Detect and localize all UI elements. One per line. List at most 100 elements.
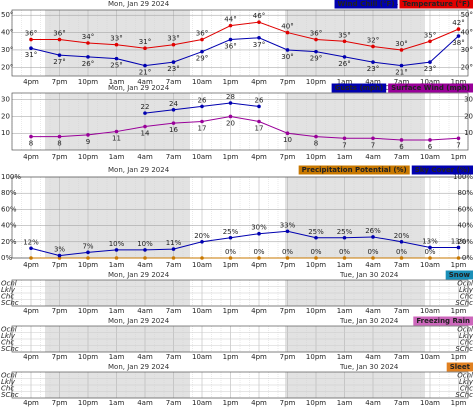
- y-tick-label-right: 10: [464, 129, 473, 137]
- data-label: 0%: [253, 248, 264, 256]
- x-tick-label: 4pm: [23, 78, 39, 86]
- data-label: 11: [112, 135, 121, 143]
- x-tick-label: 1am: [109, 353, 125, 361]
- x-tick-label: 1pm: [451, 307, 467, 315]
- y-category-label-right: SChc: [455, 345, 473, 353]
- x-tick-label: 10am: [420, 78, 440, 86]
- data-label: 23°: [424, 65, 436, 73]
- x-tick-label: 10am: [192, 261, 212, 269]
- y-category-label-right: Ocnl: [457, 325, 473, 333]
- legend-swatch: [331, 83, 387, 93]
- plot-frame: [11, 92, 469, 151]
- y-category-label-right: SChc: [455, 299, 473, 307]
- data-point: [200, 119, 204, 124]
- y-tick-label: 10: [1, 129, 10, 137]
- data-point: [171, 121, 176, 125]
- data-label: 0%: [282, 248, 293, 256]
- data-label: 0%: [367, 248, 378, 256]
- data-point: [257, 119, 261, 124]
- y-tick-label: 100%: [1, 173, 21, 181]
- data-point: [371, 136, 375, 141]
- x-tick-label: 10pm: [78, 399, 98, 407]
- y-tick-label-right: 80%: [457, 189, 473, 197]
- x-tick-label: 10pm: [306, 153, 326, 161]
- x-tick-label: 7pm: [280, 153, 296, 161]
- x-tick-label: 1am: [337, 399, 353, 407]
- data-point: [86, 256, 90, 260]
- data-point: [285, 256, 290, 260]
- data-label: 11%: [166, 239, 182, 247]
- x-tick-label: 4pm: [23, 153, 39, 161]
- data-label: 26: [255, 96, 264, 104]
- y-category-label-right: Lkly: [459, 286, 474, 294]
- data-point: [285, 131, 290, 136]
- data-label: 20%: [394, 232, 410, 240]
- data-point: [228, 256, 233, 260]
- data-point: [342, 256, 347, 260]
- x-tick-label: 4pm: [23, 399, 39, 407]
- data-point: [171, 60, 176, 64]
- y-tick-label: 20: [1, 112, 10, 120]
- legend-item: Sky Cover (%): [411, 165, 473, 175]
- y-category-label-right: Lkly: [459, 378, 474, 386]
- y-tick-label: 0%: [1, 254, 12, 262]
- data-point: [29, 256, 33, 260]
- data-point: [456, 34, 461, 38]
- data-label: 16: [169, 126, 178, 134]
- y-category-label-right: Lkly: [459, 332, 474, 340]
- data-label: 17: [198, 125, 207, 133]
- x-tick-label: 10pm: [306, 399, 326, 407]
- data-point: [342, 136, 347, 141]
- data-label: 21°: [139, 69, 151, 77]
- data-point: [57, 53, 62, 57]
- legend-label: Sleet: [450, 363, 471, 371]
- x-tick-label: 4am: [137, 399, 153, 407]
- x-tick-label: 4am: [137, 153, 153, 161]
- x-tick-label: 1am: [337, 261, 353, 269]
- data-label: 20%: [194, 232, 210, 240]
- data-label: 7: [371, 141, 375, 149]
- data-point: [57, 253, 62, 258]
- data-point: [200, 256, 204, 260]
- data-label: 30°: [281, 53, 293, 61]
- x-tick-label: 4pm: [23, 307, 39, 315]
- data-point: [428, 245, 432, 250]
- data-label: 25%: [223, 228, 239, 236]
- data-label: 7%: [82, 242, 93, 250]
- data-label: 7: [456, 141, 460, 149]
- data-label: 13%: [422, 237, 438, 245]
- x-tick-label: 10pm: [78, 353, 98, 361]
- data-point: [228, 23, 233, 28]
- x-tick-label: 4pm: [251, 261, 267, 269]
- data-label: 27°: [53, 58, 65, 66]
- x-tick-label: 7pm: [52, 399, 68, 407]
- data-point: [200, 49, 204, 54]
- data-label: 29°: [310, 55, 322, 63]
- x-tick-label: 10am: [192, 399, 212, 407]
- y-tick-label-right: 20°: [461, 63, 473, 71]
- date-header: Mon, Jan 29 2024: [108, 363, 170, 371]
- data-point: [228, 235, 233, 240]
- data-point: [143, 111, 147, 115]
- x-tick-label: 1pm: [223, 399, 239, 407]
- data-label: 10%: [137, 240, 153, 248]
- y-tick-label: 40°: [1, 29, 13, 37]
- data-point: [200, 104, 204, 109]
- data-label: 26: [198, 96, 207, 104]
- y-category-label-right: SChc: [455, 391, 473, 399]
- data-point: [57, 134, 62, 139]
- x-tick-label: 4pm: [251, 353, 267, 361]
- plot-frame: [11, 371, 469, 399]
- data-label: 3%: [54, 246, 65, 254]
- legend-item: Snow: [445, 270, 473, 280]
- y-category-label: SChc: [1, 299, 19, 307]
- data-label: 6: [428, 143, 433, 151]
- x-tick-label: 1am: [337, 78, 353, 86]
- x-tick-label: 7pm: [52, 307, 68, 315]
- data-label: 42°: [452, 19, 464, 27]
- data-point: [29, 246, 33, 251]
- data-point: [456, 27, 461, 31]
- y-tick-label-right: 20%: [457, 238, 473, 246]
- y-tick-label-right: 30: [464, 96, 473, 104]
- legend-swatch: [413, 316, 473, 326]
